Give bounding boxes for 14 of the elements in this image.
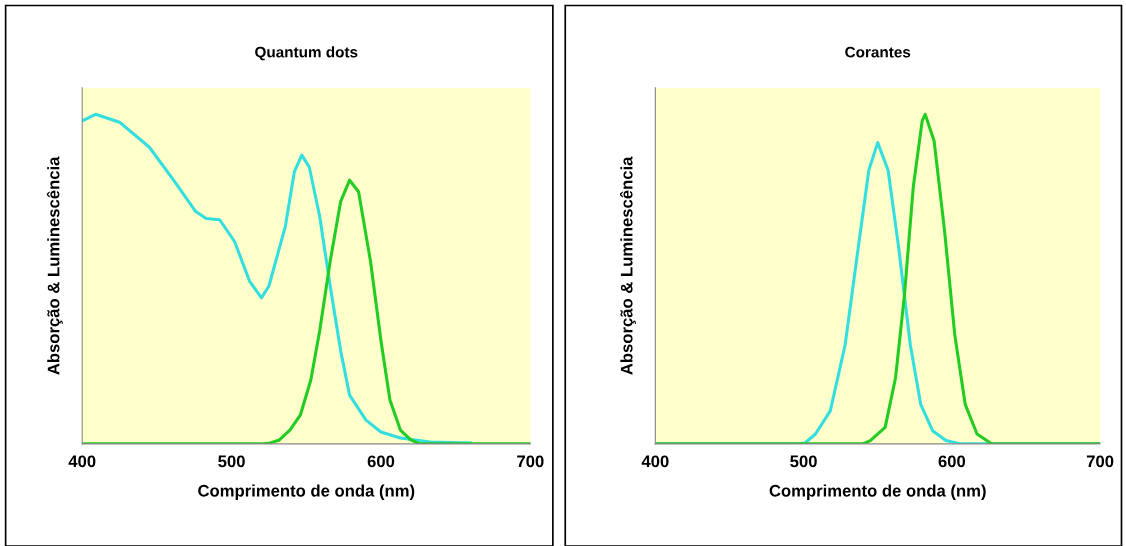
- x-axis-title: Comprimento de onda (nm): [198, 484, 415, 500]
- x-tick-label: 500: [218, 455, 245, 468]
- x-axis-title: Comprimento de onda (nm): [769, 484, 986, 500]
- x-tick-label: 600: [367, 455, 395, 468]
- y-axis-title: Absorção & Luminescência: [46, 156, 63, 375]
- x-tick-label: 500: [790, 455, 817, 468]
- x-tick-label: 400: [641, 455, 669, 468]
- y-axis-title: Absorção & Luminescência: [619, 156, 636, 375]
- chart-title: Corantes: [845, 46, 911, 58]
- chart-title: Quantum dots: [255, 46, 358, 61]
- x-tick-label: 700: [517, 455, 544, 468]
- x-tick-label: 600: [938, 455, 966, 468]
- x-tick-label: 700: [1086, 455, 1114, 468]
- x-tick-label: 400: [68, 455, 96, 468]
